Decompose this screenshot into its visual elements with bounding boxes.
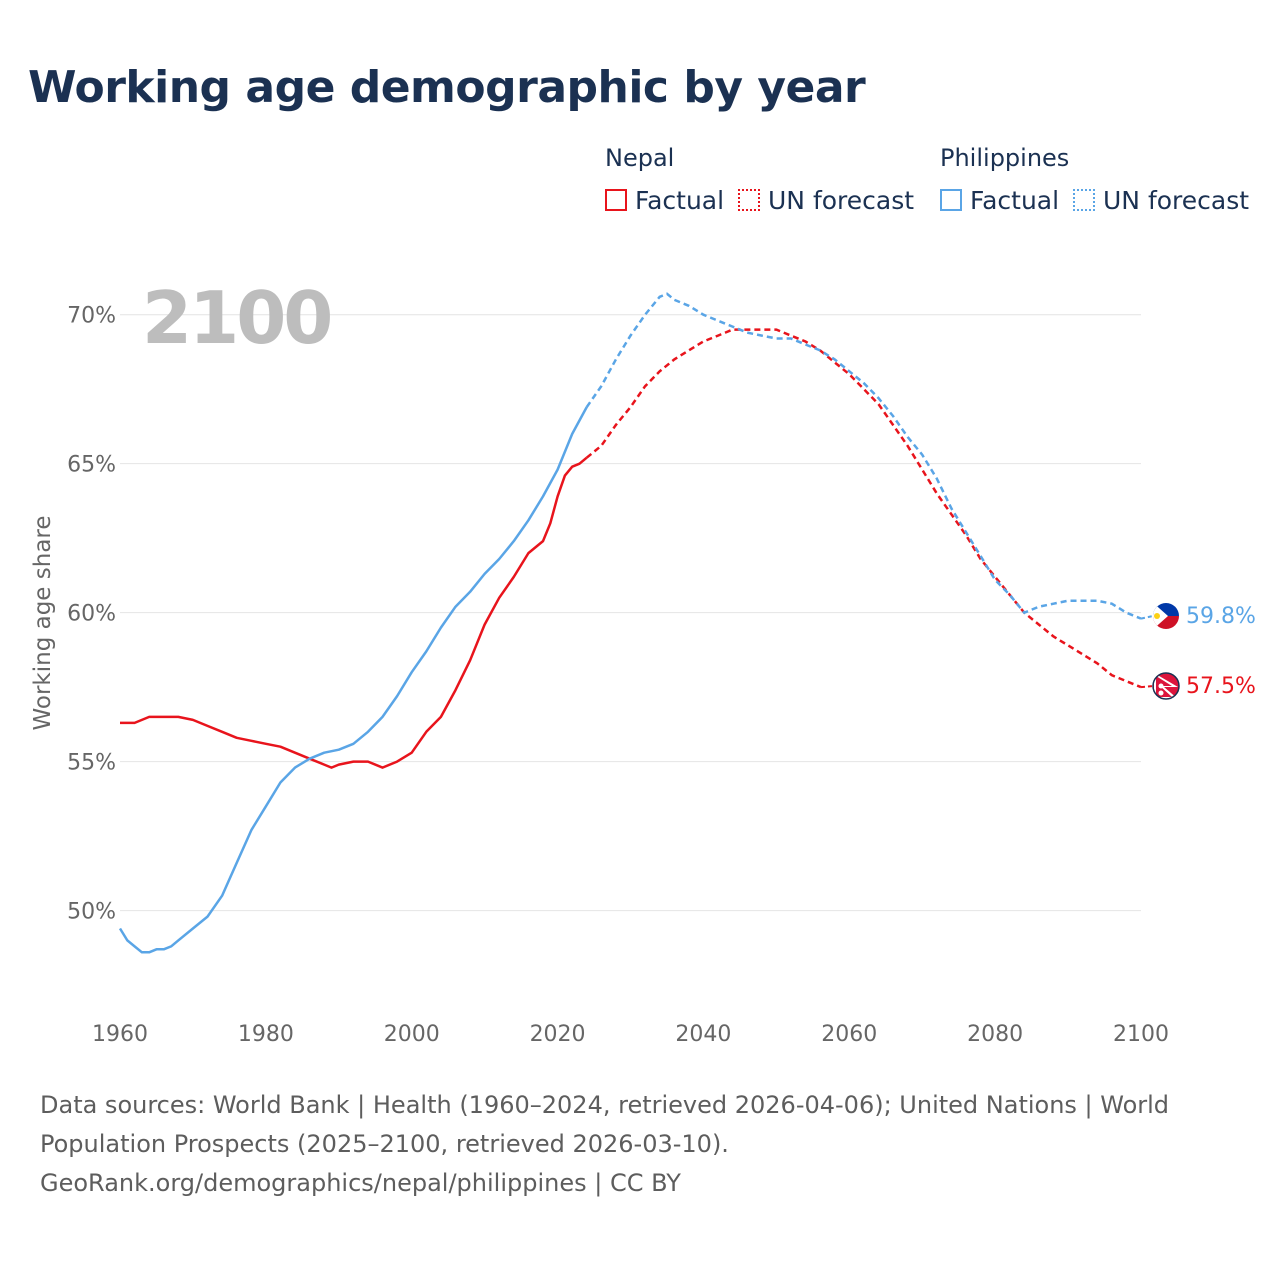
grid-lines bbox=[120, 314, 1141, 912]
x-tick-label: 2000 bbox=[384, 1022, 440, 1047]
philippines-flag-icon bbox=[1153, 603, 1179, 629]
current-year-label: 2100 bbox=[142, 276, 330, 360]
data-sources-text: Data sources: World Bank | Health (1960–… bbox=[40, 1091, 1170, 1158]
nepal-factual-line bbox=[120, 456, 588, 769]
legend-swatch-nepal-forecast bbox=[738, 189, 760, 211]
legend-swatch-nepal-factual bbox=[605, 189, 627, 211]
x-tick-label: 1980 bbox=[238, 1022, 294, 1047]
y-tick-label: 50% bbox=[67, 900, 116, 925]
line-chart: 50% 55% 60% 65% 70% 1960 1980 2000 2020 2040 2060 2… bbox=[30, 276, 1256, 1047]
x-tick-label: 2100 bbox=[1113, 1022, 1169, 1047]
legend-label-philippines-forecast: UN forecast bbox=[1103, 185, 1250, 215]
end-label-nepal: 57.5% bbox=[1186, 674, 1256, 699]
legend-philippines-factual[interactable]: Factual bbox=[940, 184, 1059, 216]
x-tick-label: 1960 bbox=[92, 1022, 148, 1047]
legend-label-philippines-factual: Factual bbox=[970, 185, 1060, 215]
philippines-forecast-line bbox=[585, 292, 1142, 620]
legend-philippines-forecast[interactable]: UN forecast bbox=[1073, 184, 1249, 216]
legend-swatch-philippines-factual bbox=[940, 189, 962, 211]
legend-nepal-factual[interactable]: Factual bbox=[605, 184, 724, 216]
legend-swatch-philippines-forecast bbox=[1073, 189, 1095, 211]
chart-title: Working age demographic by year bbox=[28, 62, 866, 113]
y-tick-label: 55% bbox=[67, 751, 116, 776]
x-tick-label: 2040 bbox=[675, 1022, 731, 1047]
y-tick-label: 60% bbox=[67, 602, 116, 627]
legend-group-nepal: Nepal bbox=[605, 144, 675, 172]
philippines-factual-line bbox=[118, 406, 588, 954]
nepal-end-connector bbox=[1140, 685, 1154, 689]
y-axis-label: Working age share bbox=[30, 515, 56, 730]
x-tick-label: 2020 bbox=[530, 1022, 586, 1047]
series-lines bbox=[118, 292, 1154, 954]
end-label-philippines: 59.8% bbox=[1186, 604, 1256, 629]
philippines-end-connector bbox=[1140, 615, 1154, 620]
legend-nepal-forecast[interactable]: UN forecast bbox=[738, 184, 914, 216]
legend-label-nepal-forecast: UN forecast bbox=[768, 185, 915, 215]
x-tick-label: 2080 bbox=[967, 1022, 1023, 1047]
nepal-flag-icon bbox=[1152, 672, 1180, 700]
y-tick-label: 70% bbox=[67, 304, 116, 329]
legend-label-nepal-factual: Factual bbox=[635, 185, 725, 215]
axis-tick-labels: 50% 55% 60% 65% 70% 1960 1980 2000 2020 2040 2060 2… bbox=[67, 304, 1169, 1047]
x-tick-label: 2060 bbox=[821, 1022, 877, 1047]
source-credit-link[interactable]: GeoRank.org/demographics/nepal/philippin… bbox=[40, 1169, 681, 1197]
y-tick-label: 65% bbox=[67, 453, 116, 478]
legend-group-philippines: Philippines bbox=[940, 144, 1070, 172]
